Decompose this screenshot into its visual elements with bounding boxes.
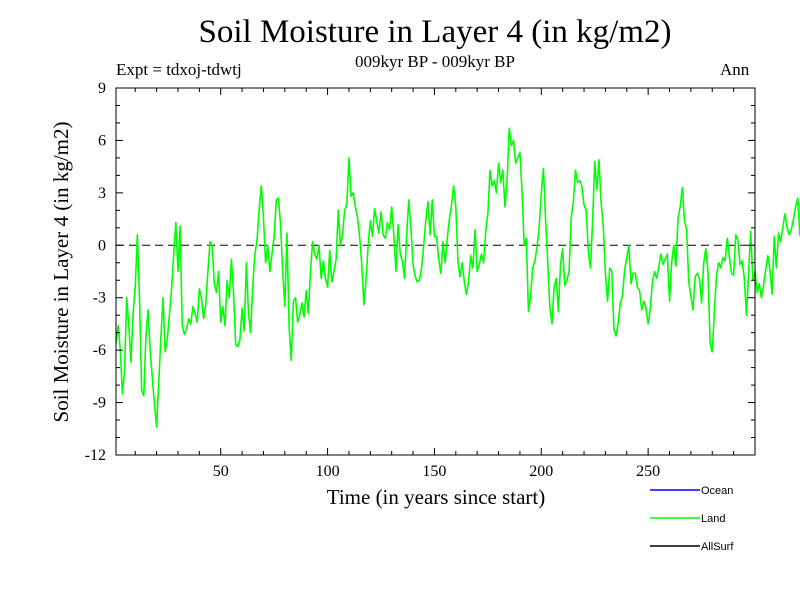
plot-frame [115,87,756,456]
y-tick-label: -6 [93,342,106,359]
y-axis-title: Soil Moisture in Layer 4 (in kg/m2) [49,122,73,423]
y-tick-label: -3 [93,290,106,307]
experiment-label: Expt = tdxoj-tdwtj [116,60,242,79]
chart-subtitle: 009kyr BP - 009kyr BP [355,52,515,71]
chart-title: Soil Moisture in Layer 4 (in kg/m2) [198,14,672,50]
x-tick-label: 200 [529,463,553,480]
y-tick-label: 3 [98,185,106,202]
y-tick-label: 0 [98,237,106,254]
y-tick-label: 9 [98,80,106,97]
x-axis-title: Time (in years since start) [327,485,546,509]
x-tick-label: 50 [213,463,229,480]
series-line-land [115,127,800,428]
legend-label-allsurf: AllSurf [701,541,734,553]
x-tick-label: 250 [636,463,660,480]
y-tick-label: -9 [93,395,106,412]
x-tick-label: 150 [422,463,446,480]
x-tick-label: 100 [316,463,340,480]
y-tick-label: -12 [85,447,106,464]
legend-label-land: Land [701,513,725,525]
legend-label-ocean: Ocean [701,485,733,497]
y-tick-label: 6 [98,132,106,149]
period-label: Ann [720,60,750,79]
